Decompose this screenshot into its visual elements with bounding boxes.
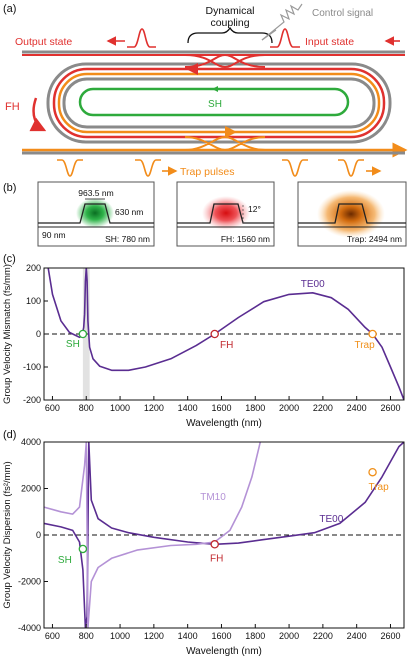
dynamical-coupling-label-2: coupling — [210, 17, 249, 29]
panel-a: (a) FH SH Output state Input state — [3, 3, 408, 178]
width-top-label: 963.5 nm — [78, 188, 113, 198]
marker-label-sh: SH — [66, 339, 80, 350]
fh-curved-arrow — [29, 97, 47, 132]
mode-fh-caption: FH: 1560 nm — [221, 234, 270, 244]
x-tick-label: 1200 — [144, 631, 164, 641]
trap-pulse-1 — [57, 159, 83, 177]
marker-label-trap: Trap — [368, 482, 389, 493]
x-tick-label: 1200 — [144, 403, 164, 413]
ring-outer-gray — [46, 62, 392, 144]
x-tick-label: 1800 — [245, 631, 265, 641]
control-signal-arrow — [261, 29, 277, 41]
marker-label-trap: Trap — [354, 340, 375, 351]
marker-sh — [78, 329, 88, 339]
y-axis-label: Group Velocity Mismatch (fs/mm) — [2, 264, 13, 404]
marker-label-fh: FH — [220, 340, 233, 351]
mode-trap: Trap: 2494 nm — [297, 181, 407, 247]
series-line-tm10 — [44, 442, 262, 628]
panel-b-label: (b) — [3, 182, 16, 194]
marker-label-sh: SH — [58, 555, 72, 566]
ring-inner-gray — [62, 77, 376, 129]
panel-label: (d) — [3, 429, 16, 441]
input-state-label: Input state — [305, 36, 354, 48]
x-tick-label: 1000 — [110, 631, 130, 641]
x-tick-label: 2000 — [279, 631, 299, 641]
film-label: 90 nm — [42, 230, 66, 240]
panel-b: (b) 963.5 nm 630 nm 90 nm SH: 780 nm 12°… — [3, 181, 407, 247]
x-tick-label: 2600 — [380, 631, 400, 641]
output-state-label: Output state — [15, 36, 72, 48]
panel-a-label: (a) — [3, 3, 16, 15]
y-tick-label: 0 — [36, 329, 41, 339]
y-tick-label: 4000 — [21, 437, 41, 447]
y-tick-label: -4000 — [18, 623, 41, 633]
panel-label: (c) — [3, 253, 16, 265]
mode-trap-caption: Trap: 2494 nm — [347, 234, 402, 244]
x-tick-label: 1400 — [178, 403, 198, 413]
mode-sh-caption: SH: 780 nm — [105, 234, 150, 244]
x-tick-label: 1600 — [211, 403, 231, 413]
dynamical-coupling-label-1: Dynamical — [205, 5, 254, 17]
x-tick-label: 800 — [79, 631, 94, 641]
x-tick-label: 1800 — [245, 403, 265, 413]
y-tick-label: -200 — [23, 395, 41, 405]
marker-fh — [210, 329, 219, 339]
ring-red — [52, 67, 386, 139]
marker-trap — [368, 467, 377, 477]
x-tick-label: 600 — [45, 631, 60, 641]
bottom-crossing — [184, 136, 266, 151]
marker-fh — [210, 540, 219, 549]
x-tick-label: 800 — [79, 403, 94, 413]
trap-pulse-4 — [338, 159, 364, 177]
x-axis-label: Wavelength (nm) — [186, 418, 262, 429]
coupling-brace — [187, 26, 273, 44]
x-tick-label: 2000 — [279, 403, 299, 413]
x-tick-label: 600 — [45, 403, 60, 413]
y-axis-label: Group Velocity Dispersion (fs²/mm) — [2, 461, 13, 608]
trap-pulses-label: Trap pulses — [180, 166, 234, 178]
marker-label-fh: FH — [210, 553, 223, 564]
y-tick-label: 0 — [36, 530, 41, 540]
control-signal-label: Control signal — [312, 8, 373, 19]
ring-orange — [57, 72, 381, 134]
marker-trap — [368, 329, 377, 339]
height-label: 630 nm — [115, 207, 143, 217]
x-tick-label: 2400 — [347, 403, 367, 413]
fh-label: FH — [5, 101, 20, 113]
series-label-te00: TE00 — [319, 514, 343, 525]
x-tick-label: 1600 — [211, 631, 231, 641]
x-tick-label: 2600 — [380, 403, 400, 413]
x-tick-label: 2200 — [313, 403, 333, 413]
x-tick-label: 2400 — [347, 631, 367, 641]
y-tick-label: -2000 — [18, 577, 41, 587]
control-signal-wave — [261, 3, 303, 41]
sh-label: SH — [208, 99, 222, 110]
trap-pulse-2 — [135, 159, 161, 177]
trap-pulse-3 — [282, 159, 308, 177]
marker-sh — [78, 544, 88, 554]
y-tick-label: 200 — [26, 263, 41, 273]
y-tick-label: 2000 — [21, 484, 41, 494]
mode-sh: 963.5 nm 630 nm 90 nm SH: 780 nm — [37, 181, 155, 247]
mode-fh: 12° FH: 1560 nm — [176, 181, 275, 247]
series-line-te00 — [44, 442, 404, 628]
output-pulse — [127, 28, 156, 48]
x-tick-label: 1400 — [178, 631, 198, 641]
series-label-tm10: TM10 — [200, 492, 226, 503]
y-tick-label: -100 — [23, 362, 41, 372]
series-label-te00: TE00 — [301, 279, 325, 290]
chart-gvd: (d) TE00 TM10 600 800 1000 1200 1400 1600 1800 200… — [2, 429, 405, 657]
x-tick-label: 2200 — [313, 631, 333, 641]
y-tick-label: 100 — [26, 296, 41, 306]
input-pulse — [270, 28, 300, 48]
angle-label: 12° — [248, 204, 261, 214]
x-tick-label: 1000 — [110, 403, 130, 413]
x-axis-label: Wavelength (nm) — [186, 646, 262, 657]
